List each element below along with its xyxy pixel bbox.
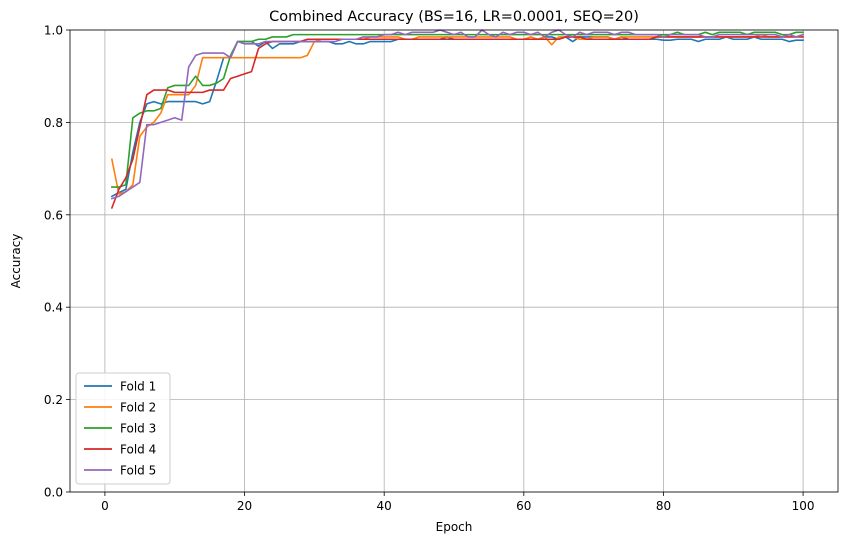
legend-label: Fold 1 — [120, 380, 156, 394]
x-tick-label: 60 — [516, 499, 531, 513]
x-tick-label: 20 — [237, 499, 252, 513]
series-line-fold-4 — [110, 36, 804, 209]
legend-label: Fold 3 — [120, 422, 156, 436]
y-axis-label: Accuracy — [9, 234, 23, 289]
plot-frame — [69, 29, 839, 493]
legend-box — [75, 372, 171, 485]
x-tick-label: 80 — [656, 499, 671, 513]
x-tick-label: 100 — [792, 499, 815, 513]
y-tick-label: 1.0 — [44, 24, 63, 38]
x-tick-label: 40 — [377, 499, 392, 513]
legend: Fold 1 Fold 2 Fold 3 Fold 4 Fold 5 — [75, 372, 171, 485]
legend-label: Fold 4 — [120, 443, 156, 457]
axis-ticks: 0 20 40 60 80 100 0.0 0.2 0.4 0.6 0.8 1.0 — [44, 24, 815, 514]
y-tick-label: 0.4 — [44, 301, 63, 315]
x-axis-label: Epoch — [436, 520, 473, 534]
y-tick-label: 0.0 — [44, 486, 63, 500]
x-tick-label: 0 — [101, 499, 109, 513]
y-tick-label: 0.2 — [44, 393, 63, 407]
y-tick-label: 0.8 — [44, 116, 63, 130]
series-line-fold-5 — [110, 29, 805, 200]
chart-title: Combined Accuracy (BS=16, LR=0.0001, SEQ… — [269, 9, 639, 25]
legend-label: Fold 2 — [120, 401, 156, 415]
y-tick-label: 0.6 — [44, 208, 63, 222]
series-lines — [110, 29, 805, 209]
legend-label: Fold 5 — [120, 464, 156, 478]
